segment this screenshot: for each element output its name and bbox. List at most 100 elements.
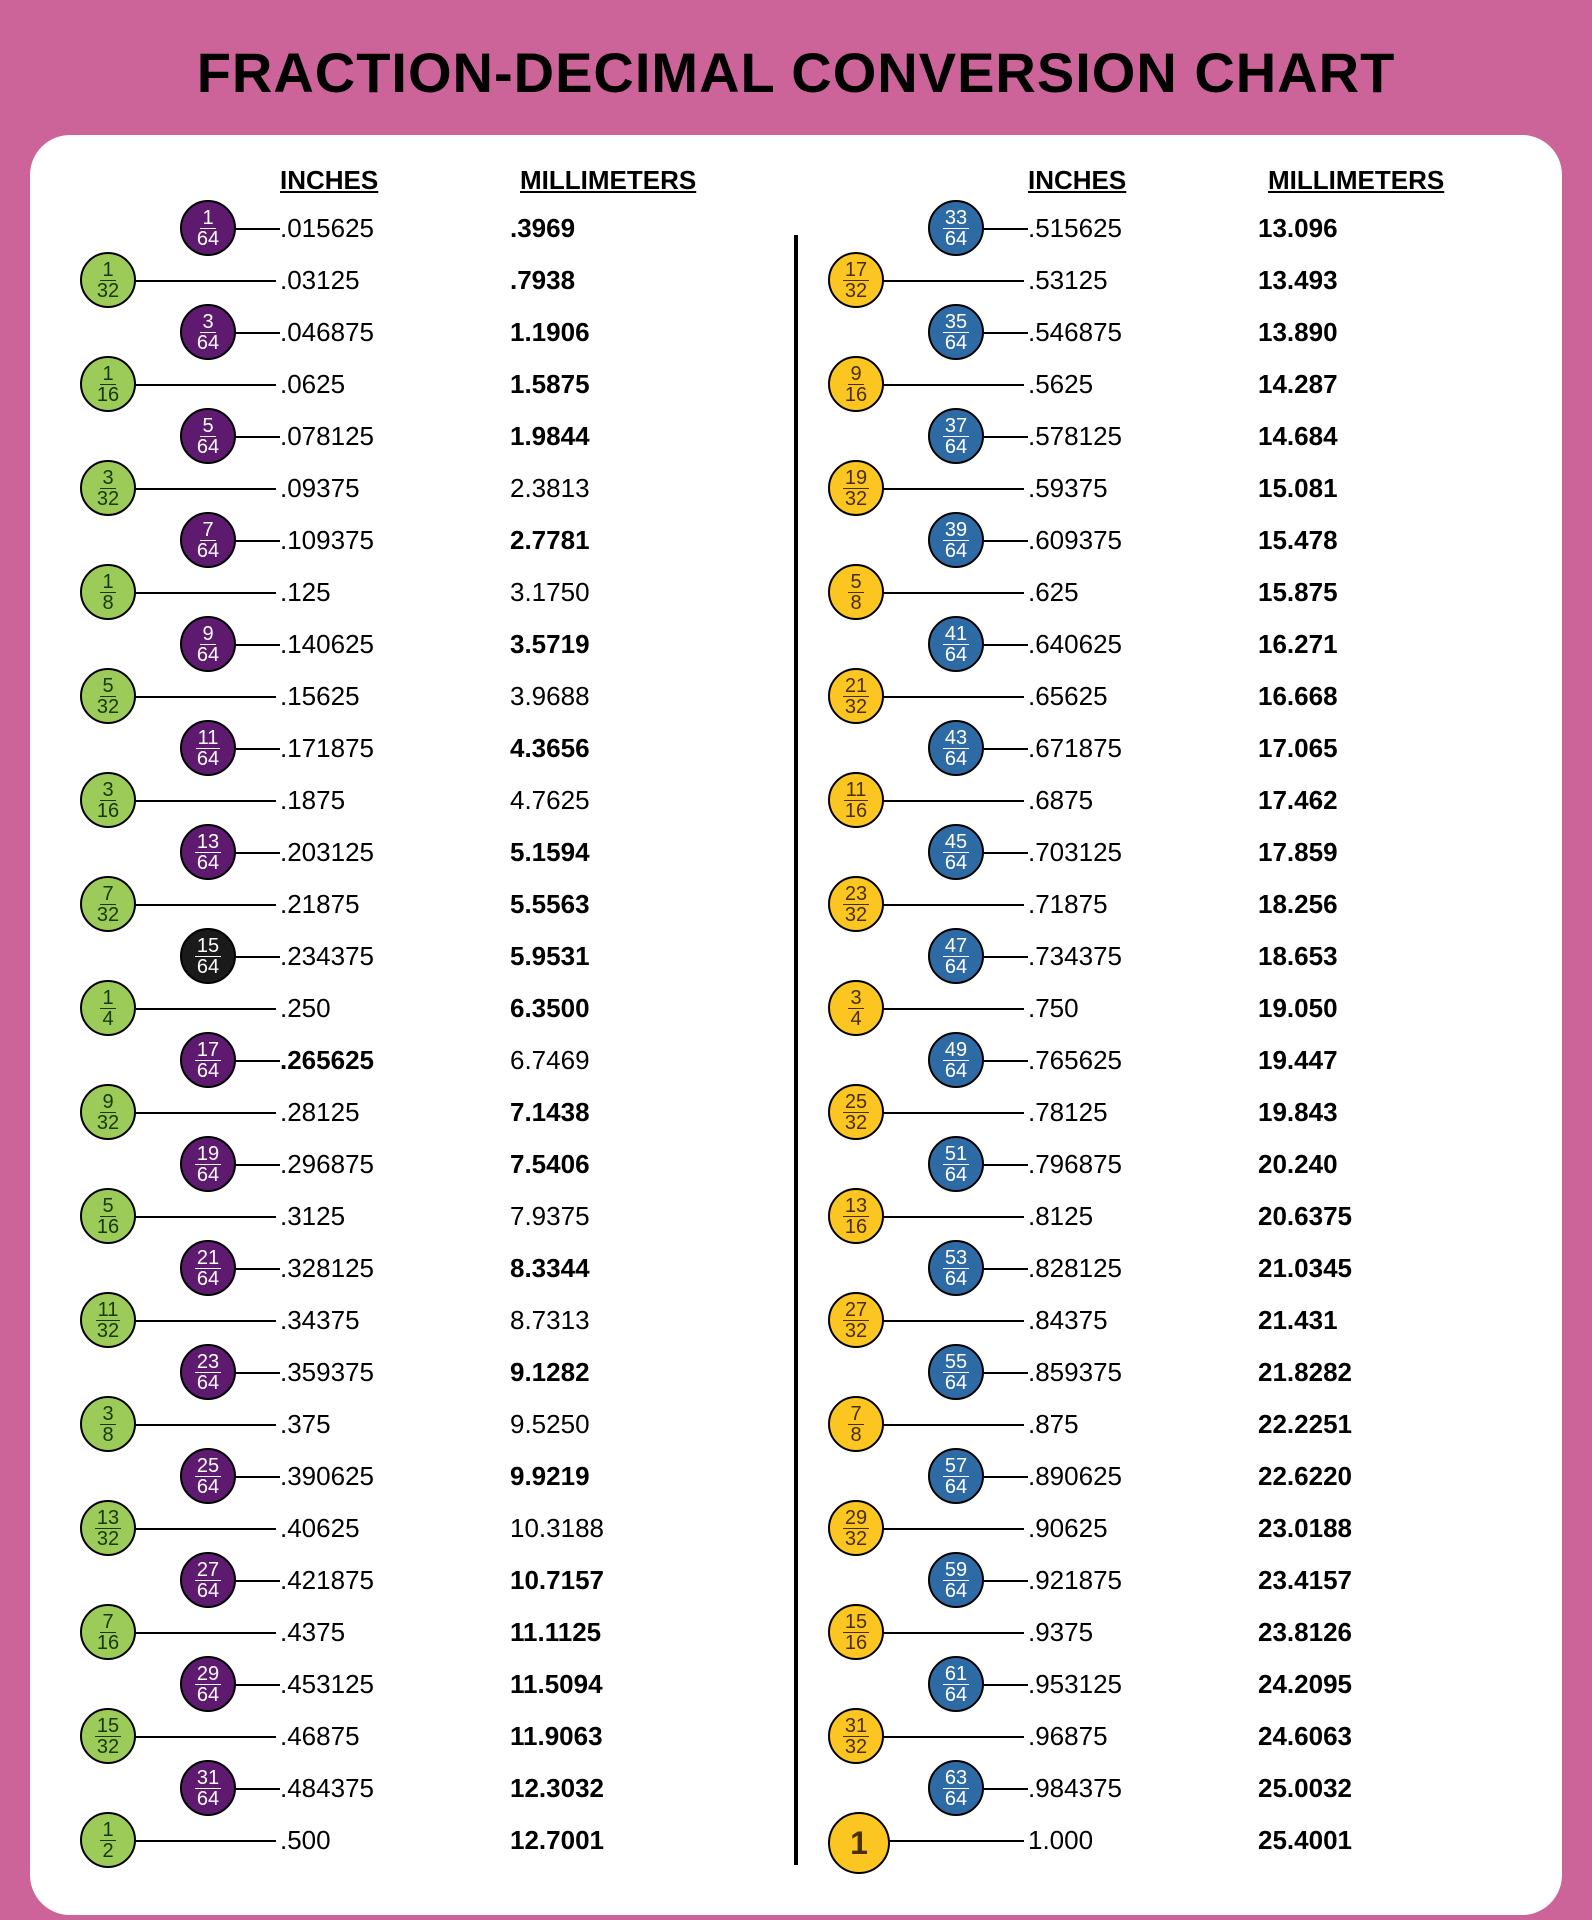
center-divider xyxy=(794,235,798,1865)
fraction-circle: 964 xyxy=(180,616,236,672)
circle-slot: 2164 xyxy=(70,1242,280,1294)
header-mm-left: MILLIMETERS xyxy=(520,165,750,196)
connector-line xyxy=(884,592,1024,594)
fraction-numerator: 17 xyxy=(195,1040,221,1061)
fraction-circle: 1332 xyxy=(80,1500,136,1556)
inches-value: .750 xyxy=(1028,993,1258,1024)
circle-slot: 1132 xyxy=(70,1294,280,1346)
inches-value: .34375 xyxy=(280,1305,510,1336)
millimeters-value: 11.1125 xyxy=(510,1617,740,1648)
connector-line xyxy=(136,904,276,906)
connector-line xyxy=(984,1268,1028,1270)
millimeters-value: 13.096 xyxy=(1258,213,1488,244)
connector-line xyxy=(236,852,280,854)
left-column: INCHES MILLIMETERS 164.015625.3969132.03… xyxy=(70,165,774,1875)
fraction-circle: 1 xyxy=(828,1812,890,1874)
fraction-denominator: 64 xyxy=(943,1581,969,1601)
fraction-circle: 6364 xyxy=(928,1760,984,1816)
fraction-circle: 2164 xyxy=(180,1240,236,1296)
inches-value: .703125 xyxy=(1028,837,1258,868)
connector-line xyxy=(884,280,1024,282)
fraction-circle: 38 xyxy=(80,1396,136,1452)
fraction-circle: 58 xyxy=(828,564,884,620)
circle-slot: 364 xyxy=(70,306,280,358)
connector-line xyxy=(884,696,1024,698)
connector-line xyxy=(136,1840,276,1842)
circle-slot: 12 xyxy=(70,1814,280,1866)
circle-slot: 964 xyxy=(70,618,280,670)
circle-slot: 132 xyxy=(70,254,280,306)
inches-value: .328125 xyxy=(280,1253,510,1284)
inches-value: .453125 xyxy=(280,1669,510,1700)
fraction-circle: 14 xyxy=(80,980,136,1036)
right-column: INCHES MILLIMETERS 3364.51562513.0961732… xyxy=(818,165,1522,1875)
fraction-numerator: 1 xyxy=(100,572,115,593)
conversion-row: 14.2506.3500 xyxy=(70,982,774,1034)
conversion-row: 3764.57812514.684 xyxy=(818,410,1522,462)
fraction-numerator: 9 xyxy=(200,624,215,645)
inches-value: .109375 xyxy=(280,525,510,556)
millimeters-value: 9.9219 xyxy=(510,1461,740,1492)
millimeters-value: 2.3813 xyxy=(510,473,740,504)
circle-slot: 2332 xyxy=(818,878,1028,930)
inches-value: .46875 xyxy=(280,1721,510,1752)
inches-value: .8125 xyxy=(1028,1201,1258,1232)
connector-line xyxy=(884,800,1024,802)
inches-value: .28125 xyxy=(280,1097,510,1128)
inches-value: .59375 xyxy=(1028,473,1258,504)
inches-value: .203125 xyxy=(280,837,510,868)
millimeters-value: 23.0188 xyxy=(1258,1513,1488,1544)
conversion-row: 1332.4062510.3188 xyxy=(70,1502,774,1554)
fraction-numerator: 61 xyxy=(943,1664,969,1685)
fraction-denominator: 64 xyxy=(943,1061,969,1081)
millimeters-value: 4.7625 xyxy=(510,785,740,816)
conversion-row: 164.015625.3969 xyxy=(70,202,774,254)
millimeters-value: 1.5875 xyxy=(510,369,740,400)
fraction-denominator: 64 xyxy=(195,1165,221,1185)
millimeters-value: 22.2251 xyxy=(1258,1409,1488,1440)
circle-slot: 58 xyxy=(818,566,1028,618)
millimeters-value: 10.7157 xyxy=(510,1565,740,1596)
circle-slot: 5364 xyxy=(818,1242,1028,1294)
fraction-numerator: 59 xyxy=(943,1560,969,1581)
millimeters-value: 20.6375 xyxy=(1258,1201,1488,1232)
millimeters-value: 18.653 xyxy=(1258,941,1488,972)
millimeters-value: 14.287 xyxy=(1258,369,1488,400)
connector-line xyxy=(984,852,1028,854)
fraction-denominator: 32 xyxy=(843,1321,869,1341)
connector-line xyxy=(984,1476,1028,1478)
fraction-denominator: 32 xyxy=(95,281,121,301)
conversion-row: 4964.76562519.447 xyxy=(818,1034,1522,1086)
fraction-denominator: 8 xyxy=(848,593,863,613)
millimeters-value: 19.447 xyxy=(1258,1045,1488,1076)
fraction-denominator: 64 xyxy=(195,541,221,561)
fraction-circle: 916 xyxy=(828,356,884,412)
circle-slot: 564 xyxy=(70,410,280,462)
circle-slot: 116 xyxy=(70,358,280,410)
header-mm-right: MILLIMETERS xyxy=(1268,165,1498,196)
fraction-numerator: 29 xyxy=(843,1508,869,1529)
millimeters-value: 1.9844 xyxy=(510,421,740,452)
fraction-numerator: 7 xyxy=(200,520,215,541)
fraction-circle: 1564 xyxy=(180,928,236,984)
millimeters-value: 24.2095 xyxy=(1258,1669,1488,1700)
fraction-numerator: 5 xyxy=(848,572,863,593)
conversion-row: 564.0781251.9844 xyxy=(70,410,774,462)
circle-slot: 2364 xyxy=(70,1346,280,1398)
connector-line xyxy=(136,1528,276,1530)
inches-value: .84375 xyxy=(1028,1305,1258,1336)
fraction-circle: 6164 xyxy=(928,1656,984,1712)
fraction-denominator: 16 xyxy=(95,1217,121,1237)
fraction-numerator: 49 xyxy=(943,1040,969,1061)
fraction-numerator: 11 xyxy=(96,1300,121,1321)
connector-line xyxy=(236,1268,280,1270)
millimeters-value: 5.9531 xyxy=(510,941,740,972)
fraction-numerator: 25 xyxy=(843,1092,869,1113)
conversion-row: 2364.3593759.1282 xyxy=(70,1346,774,1398)
connector-line xyxy=(884,488,1024,490)
circle-slot: 1116 xyxy=(818,774,1028,826)
fraction-numerator: 5 xyxy=(100,1196,115,1217)
conversion-row: 3564.54687513.890 xyxy=(818,306,1522,358)
conversion-row: 932.281257.1438 xyxy=(70,1086,774,1138)
fraction-numerator: 21 xyxy=(195,1248,221,1269)
